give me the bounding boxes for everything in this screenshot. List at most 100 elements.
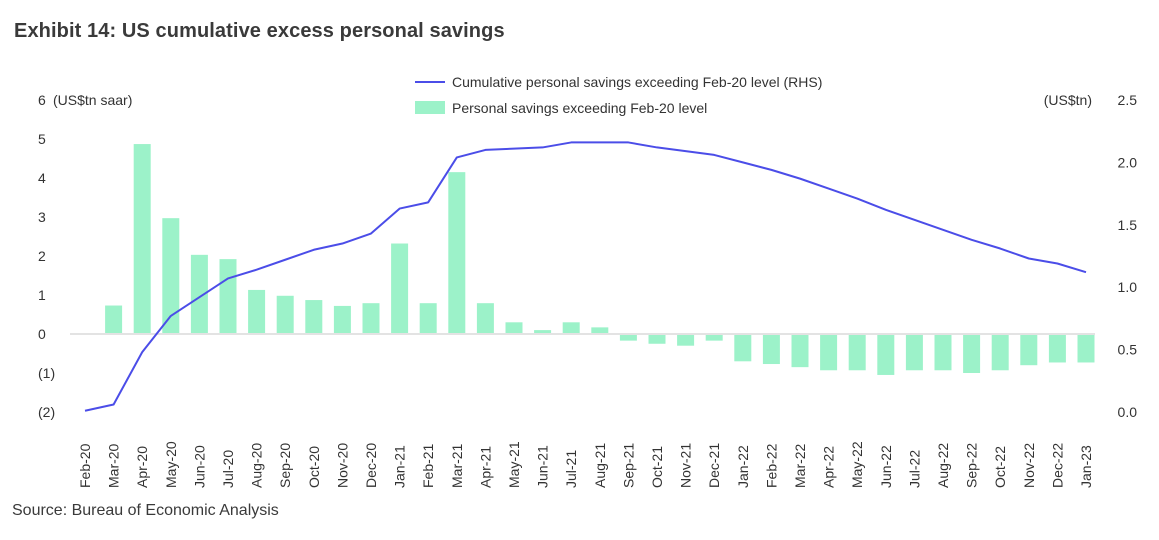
x-tick-label: Apr-20 (134, 446, 150, 488)
left-tick-label: 4 (38, 170, 46, 186)
x-tick-label: Jan-23 (1078, 445, 1094, 488)
x-tick-label: Sep-20 (277, 443, 293, 488)
left-tick-label: 1 (38, 287, 46, 303)
bar-Apr-20 (133, 144, 151, 334)
bar-May-20 (162, 218, 180, 334)
bar-Sep-20 (276, 295, 294, 334)
bar-Mar-20 (105, 305, 123, 334)
x-tick-label: Aug-20 (249, 443, 265, 488)
bar-Jan-21 (391, 243, 409, 334)
legend: Cumulative personal savings exceeding Fe… (415, 74, 822, 116)
x-tick-label: Jul-20 (220, 450, 236, 488)
bar-Aug-20 (248, 289, 266, 334)
x-tick-label: Jul-22 (906, 450, 922, 488)
bar-Nov-22 (1020, 334, 1038, 366)
x-tick-label: Dec-22 (1049, 443, 1065, 488)
bar-Jul-22 (905, 334, 923, 371)
x-tick-label: Jun-21 (535, 445, 551, 488)
bar-May-21 (505, 322, 523, 334)
x-tick-label: Apr-22 (821, 446, 837, 488)
legend-bar-swatch (415, 101, 445, 114)
x-tick-label: Aug-21 (592, 443, 608, 488)
legend-label-line: Cumulative personal savings exceeding Fe… (452, 74, 822, 90)
right-axis-ticks: 0.0 0.5 1.0 1.5 2.0 2.5 (1118, 92, 1138, 420)
bar-Jan-23 (1077, 334, 1095, 363)
x-tick-label: May-22 (849, 441, 865, 488)
x-tick-label: Aug-22 (935, 443, 951, 488)
x-tick-label: Jul-21 (563, 450, 579, 488)
left-tick-label: 2 (38, 248, 46, 264)
right-tick-label: 2.5 (1118, 92, 1138, 108)
bar-Oct-20 (305, 300, 323, 334)
x-tick-label: Nov-22 (1021, 443, 1037, 488)
left-tick-label: 5 (38, 131, 46, 147)
bar-Aug-22 (934, 334, 952, 371)
x-tick-label: Dec-21 (706, 443, 722, 488)
bar-Dec-21 (705, 334, 723, 341)
right-tick-label: 2.0 (1118, 154, 1138, 170)
left-tick-label: (2) (38, 404, 55, 420)
x-tick-label: Feb-20 (77, 443, 93, 488)
x-tick-label: Mar-22 (792, 443, 808, 488)
x-tick-label: Feb-21 (420, 443, 436, 488)
bar-Feb-21 (419, 303, 437, 334)
bar-Feb-22 (762, 334, 780, 365)
left-tick-label: 3 (38, 209, 46, 225)
bar-Jun-22 (877, 334, 895, 375)
x-tick-label: Mar-21 (449, 443, 465, 488)
left-tick-label: 0 (38, 326, 46, 342)
bar-Apr-22 (820, 334, 838, 371)
x-tick-label: Dec-20 (363, 443, 379, 488)
x-tick-label: Apr-21 (477, 446, 493, 488)
x-tick-label: Jan-22 (735, 445, 751, 488)
left-tick-label: 6 (38, 92, 46, 108)
x-tick-label: Nov-21 (678, 443, 694, 488)
chart-title: Exhibit 14: US cumulative excess persona… (14, 20, 505, 42)
x-axis-ticks: Feb-20 Mar-20 Apr-20 May-20 Jun-20 Jul-20 Aug-… (77, 441, 1094, 488)
x-tick-label: Feb-22 (763, 443, 779, 488)
x-tick-label: Jun-20 (191, 445, 207, 488)
x-tick-label: May-20 (163, 441, 179, 488)
x-tick-label: Nov-20 (334, 443, 350, 488)
bar-Jan-22 (734, 334, 752, 362)
right-axis-label: (US$tn) (1044, 92, 1092, 108)
bar-Jul-20 (219, 259, 237, 334)
right-tick-label: 1.0 (1118, 279, 1138, 295)
bar-Oct-22 (991, 334, 1009, 371)
source-note: Source: Bureau of Economic Analysis (12, 502, 279, 519)
left-tick-label: (1) (38, 365, 55, 381)
x-tick-label: Sep-21 (620, 443, 636, 488)
x-tick-label: Mar-20 (106, 443, 122, 488)
bar-Jul-21 (562, 322, 580, 334)
left-axis-label: (US$tn saar) (53, 92, 132, 108)
bar-Apr-21 (476, 303, 494, 334)
bar-Mar-22 (791, 334, 809, 368)
legend-label-bar: Personal savings exceeding Feb-20 level (452, 100, 707, 116)
left-axis-ticks: (2) (1) 0 1 2 3 4 5 6 (38, 92, 55, 420)
x-tick-label: Sep-22 (964, 443, 980, 488)
x-tick-label: May-21 (506, 441, 522, 488)
right-tick-label: 1.5 (1118, 217, 1138, 233)
bar-Jun-20 (190, 254, 208, 334)
x-tick-label: Jan-21 (392, 445, 408, 488)
bar-Mar-21 (448, 172, 466, 334)
bar-Aug-21 (591, 327, 609, 334)
bar-Nov-21 (677, 334, 695, 346)
x-tick-label: Jun-22 (878, 445, 894, 488)
bar-Oct-21 (648, 334, 666, 344)
bar-Jun-21 (534, 330, 552, 334)
right-tick-label: 0.0 (1118, 404, 1138, 420)
bar-Dec-22 (1048, 334, 1066, 363)
x-tick-label: Oct-22 (992, 446, 1008, 488)
bar-Dec-20 (362, 303, 380, 334)
bar-Sep-21 (619, 334, 637, 341)
x-tick-label: Oct-20 (306, 446, 322, 488)
bar-May-22 (848, 334, 866, 371)
bar-Nov-20 (333, 305, 351, 334)
x-tick-label: Oct-21 (649, 446, 665, 488)
bar-series (105, 144, 1095, 375)
bar-Sep-22 (963, 334, 981, 373)
right-tick-label: 0.5 (1118, 342, 1138, 358)
line-series (84, 141, 1087, 412)
